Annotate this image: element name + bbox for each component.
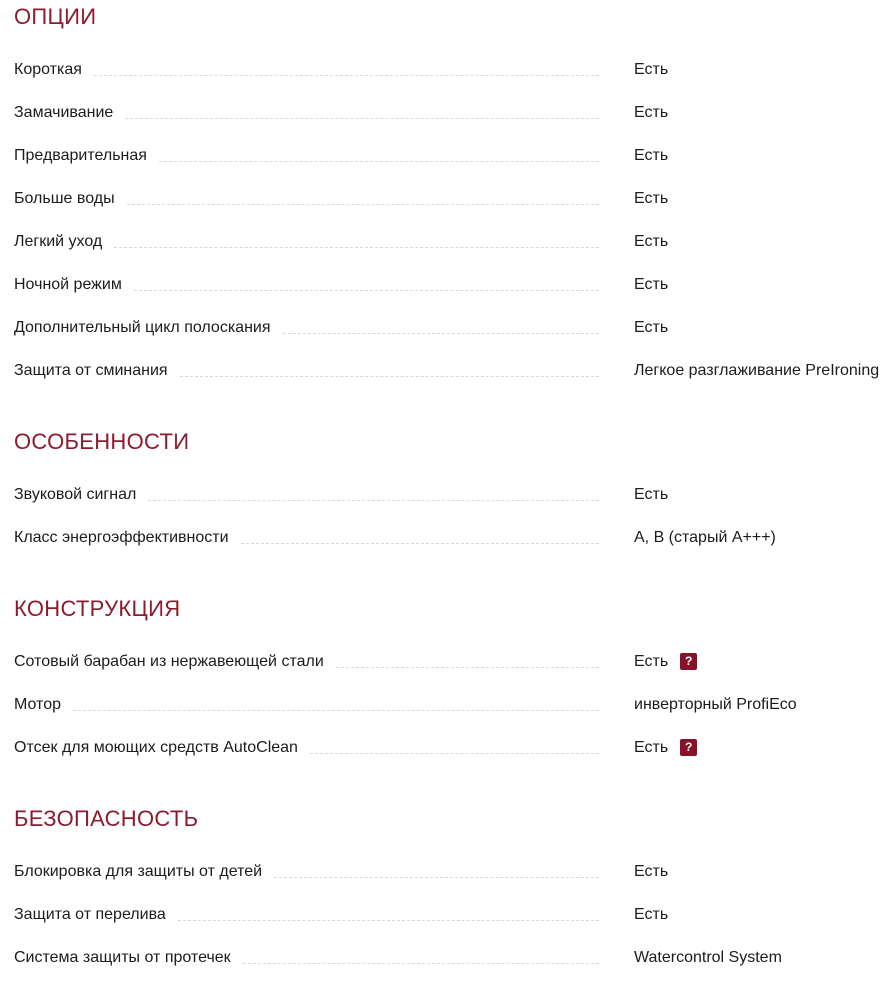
section-rows: Короткая Есть Замачивание Есть Предварит…	[14, 48, 888, 392]
spec-value-text: Есть	[634, 738, 669, 756]
dotted-leader	[177, 920, 599, 921]
spec-value: Есть	[634, 60, 669, 78]
spec-value-text: Есть	[634, 652, 669, 670]
spec-label: Мотор	[14, 695, 61, 713]
spec-label: Звуковой сигнал	[14, 485, 137, 503]
section-title: ОПЦИИ	[14, 4, 97, 29]
section-features: ОСОБЕННОСТИ Звуковой сигнал Есть Класс э…	[14, 429, 888, 559]
dotted-leader	[114, 247, 599, 248]
spec-label: Больше воды	[14, 189, 115, 207]
spec-row: Класс энергоэффективности А, В (старый А…	[14, 516, 888, 559]
dotted-leader	[148, 500, 599, 501]
section-title: ОСОБЕННОСТИ	[14, 429, 190, 454]
spec-label: Защита от перелива	[14, 905, 166, 923]
spec-value: Легкое разглаживание PreIroning	[634, 361, 880, 379]
dotted-leader	[158, 161, 599, 162]
help-icon[interactable]: ?	[680, 653, 698, 670]
spec-value: Есть	[634, 318, 669, 336]
spec-value: Watercontrol System	[634, 948, 782, 966]
dotted-leader	[309, 753, 599, 754]
section-safety: БЕЗОПАСНОСТЬ Блокировка для защиты от де…	[14, 806, 888, 979]
dotted-leader	[335, 667, 599, 668]
dotted-leader	[125, 118, 599, 119]
spec-label: Блокировка для защиты от детей	[14, 862, 263, 880]
spec-value: Есть ?	[634, 653, 888, 671]
spec-row: Защита от сминания Легкое разглаживание …	[14, 349, 888, 392]
spec-value: Есть	[634, 103, 669, 121]
spec-row: Звуковой сигнал Есть	[14, 473, 888, 516]
spec-label: Легкий уход	[14, 232, 103, 250]
section-options: ОПЦИИ Короткая Есть Замачивание Есть Пре…	[14, 4, 888, 392]
spec-row: Отсек для моющих средств AutoClean Есть …	[14, 726, 888, 769]
section-construction: КОНСТРУКЦИЯ Сотовый барабан из нержавеющ…	[14, 596, 888, 769]
spec-value: Есть ?	[634, 739, 888, 757]
spec-value: Есть	[634, 905, 669, 923]
spec-label: Отсек для моющих средств AutoClean	[14, 738, 298, 756]
spec-value: Есть	[634, 232, 669, 250]
dotted-leader	[93, 75, 599, 76]
section-rows: Звуковой сигнал Есть Класс энергоэффекти…	[14, 473, 888, 559]
spec-label: Дополнительный цикл полоскания	[14, 318, 271, 336]
spec-label: Сотовый барабан из нержавеющей стали	[14, 652, 324, 670]
dotted-leader	[242, 963, 599, 964]
spec-row: Предварительная Есть	[14, 134, 888, 177]
spec-value: Есть	[634, 189, 669, 207]
spec-label: Система защиты от протечек	[14, 948, 231, 966]
dotted-leader	[282, 333, 599, 334]
spec-label: Предварительная	[14, 146, 147, 164]
section-title: КОНСТРУКЦИЯ	[14, 596, 181, 621]
spec-row: Сотовый барабан из нержавеющей стали Ест…	[14, 640, 888, 683]
spec-row: Блокировка для защиты от детей Есть	[14, 850, 888, 893]
section-title: БЕЗОПАСНОСТЬ	[14, 806, 199, 831]
help-icon[interactable]: ?	[680, 739, 698, 756]
spec-value: инверторный ProfiEco	[634, 695, 797, 713]
spec-label: Защита от сминания	[14, 361, 168, 379]
spec-value: А, В (старый А+++)	[634, 528, 776, 546]
spec-value: Есть	[634, 485, 669, 503]
dotted-leader	[179, 376, 599, 377]
spec-label: Короткая	[14, 60, 82, 78]
spec-row: Система защиты от протечек Watercontrol …	[14, 936, 888, 979]
section-rows: Блокировка для защиты от детей Есть Защи…	[14, 850, 888, 979]
dotted-leader	[133, 290, 599, 291]
spec-label: Класс энергоэффективности	[14, 528, 229, 546]
spec-row: Мотор инверторный ProfiEco	[14, 683, 888, 726]
section-rows: Сотовый барабан из нержавеющей стали Ест…	[14, 640, 888, 769]
spec-row: Дополнительный цикл полоскания Есть	[14, 306, 888, 349]
spec-value: Есть	[634, 275, 669, 293]
spec-label: Ночной режим	[14, 275, 122, 293]
dotted-leader	[240, 543, 599, 544]
spec-row: Ночной режим Есть	[14, 263, 888, 306]
dotted-leader	[73, 710, 599, 711]
spec-row: Больше воды Есть	[14, 177, 888, 220]
dotted-leader	[126, 204, 599, 205]
dotted-leader	[274, 877, 599, 878]
spec-row: Замачивание Есть	[14, 91, 888, 134]
spec-row: Легкий уход Есть	[14, 220, 888, 263]
spec-row: Короткая Есть	[14, 48, 888, 91]
spec-value: Есть	[634, 862, 669, 880]
spec-value: Есть	[634, 146, 669, 164]
spec-row: Защита от перелива Есть	[14, 893, 888, 936]
spec-label: Замачивание	[14, 103, 114, 121]
